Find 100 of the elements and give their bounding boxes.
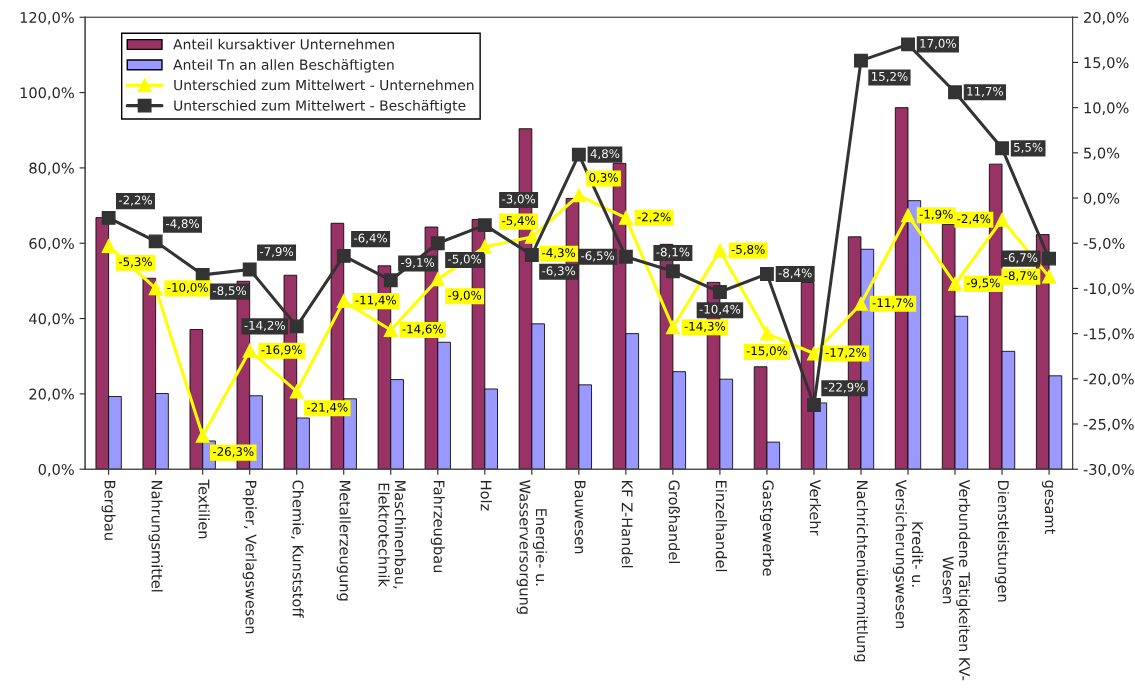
point	[665, 264, 680, 279]
x-tick-label: Einzelhandel	[715, 481, 727, 572]
x-tick-label: Holz	[480, 481, 492, 511]
point	[759, 326, 774, 341]
y2-tick-label: -25,0%	[1083, 418, 1134, 432]
x-tick-label: Fahrzeugbau	[430, 481, 445, 573]
point	[101, 210, 116, 225]
point	[854, 53, 868, 68]
legend-label: Anteil kursaktiver Unternehmen	[173, 38, 394, 50]
legend-label: Unterschied zum Mittelwert - Beschäftigte	[174, 99, 466, 114]
data-label: -9,1%	[401, 257, 435, 269]
data-label: -8,5%	[212, 286, 246, 297]
x-tick-label: Chemie, Kunststoff	[291, 480, 304, 618]
data-label: -10,4%	[699, 304, 741, 315]
data-label: -11,4%	[355, 295, 396, 306]
point	[148, 281, 163, 296]
y-tick-label: 60,0%	[29, 237, 74, 251]
y-tick-label: 40,0%	[29, 313, 74, 326]
data-label: -4,3%	[542, 248, 576, 259]
point	[1042, 269, 1057, 284]
y2-tick-label: -15,0%	[1083, 328, 1134, 341]
data-label: -8,4%	[778, 268, 812, 279]
x-tick-label: Nahrungsmittel	[148, 481, 163, 592]
x-tick-label: Verkehr	[809, 479, 822, 536]
point	[289, 319, 304, 334]
y2-tick-label: 15,0%	[1084, 57, 1129, 70]
data-label: -10,0%	[167, 282, 208, 294]
data-label: 17,0%	[920, 38, 956, 49]
x-tick-label: Großhandel	[668, 480, 680, 564]
data-label: -6,7%	[1004, 253, 1038, 264]
point	[571, 147, 586, 162]
point	[289, 384, 304, 399]
data-label: 5,5%	[1014, 142, 1043, 153]
data-label: -6,5%	[581, 251, 615, 262]
x-tick-label: Bauwesen	[574, 481, 586, 554]
data-label: -2,2%	[118, 195, 152, 206]
point	[948, 85, 962, 100]
y2-tick-label: 5,0%	[1084, 147, 1120, 161]
x-tick-label: Papier, Verlagswesen	[242, 481, 257, 634]
point	[759, 267, 774, 281]
y-tick-label: 80,0%	[29, 162, 74, 176]
y-tick-label: 0,0%	[38, 463, 74, 477]
data-label: -6,3%	[542, 266, 576, 277]
data-label: -22,9%	[824, 382, 865, 393]
data-label: 15,2%	[872, 71, 908, 83]
point	[383, 323, 398, 337]
data-label: 11,7%	[967, 86, 1003, 97]
y2-tick-label: -30,0%	[1083, 463, 1134, 477]
y2-tick-label: -5,0%	[1083, 237, 1125, 251]
data-label: -16,9%	[261, 345, 302, 356]
data-label: -4,8%	[165, 219, 199, 230]
data-label: -5,0%	[448, 254, 482, 265]
point	[524, 248, 539, 262]
x-tick-label: Maschinenbau, Elektrotechnik	[378, 481, 406, 589]
data-label: -5,4%	[502, 216, 536, 227]
data-label: -14,3%	[684, 321, 726, 332]
data-label: -8,7%	[1004, 271, 1038, 282]
x-tick-label: Kredit- u. Versicherungswesen	[892, 479, 924, 629]
y2-tick-label: -20,0%	[1083, 373, 1134, 387]
data-label: -9,0%	[448, 290, 482, 301]
y2-tick-label: 0,0%	[1083, 192, 1120, 206]
y-tick-label: 100,0%	[20, 87, 74, 100]
data-label: -26,3%	[212, 447, 254, 458]
point	[148, 234, 163, 249]
y2-tick-label: 10,0%	[1084, 102, 1129, 115]
x-tick-label: Gastgewerbe	[759, 480, 774, 576]
point	[618, 249, 633, 264]
data-label: -2,4%	[957, 214, 991, 225]
data-label: -11,7%	[872, 298, 914, 309]
x-tick-label: Nachrichtenübermittlung	[853, 481, 869, 662]
x-tick-label: Dienstleistungen	[994, 481, 1010, 602]
x-tick-label: Metallerzeugung	[336, 481, 351, 601]
point	[712, 243, 727, 258]
point	[995, 212, 1009, 227]
point	[807, 398, 821, 412]
x-tick-label: gesamt	[1042, 480, 1056, 534]
point	[995, 141, 1009, 156]
point	[242, 343, 257, 358]
point	[383, 273, 398, 288]
data-label: -9,5%	[966, 278, 1000, 289]
point	[854, 296, 868, 311]
data-label: -17,2%	[825, 348, 867, 359]
y-tick-label: 120,0%	[20, 11, 74, 25]
point	[901, 208, 915, 223]
x-tick-label: KF Z-Handel	[621, 481, 633, 568]
data-label: -3,0%	[502, 194, 536, 205]
x-tick-label: Bergbau	[101, 481, 116, 540]
data-label: -14,2%	[244, 320, 285, 332]
point	[712, 285, 727, 299]
data-label: -6,4%	[354, 233, 388, 244]
point	[618, 210, 633, 225]
point	[901, 37, 915, 52]
point	[101, 238, 116, 253]
point	[948, 276, 962, 291]
data-label: -5,8%	[731, 244, 765, 256]
data-label: -1,9%	[919, 209, 953, 220]
data-label: -15,0%	[746, 346, 788, 357]
data-label: -8,1%	[656, 247, 690, 258]
point	[477, 218, 492, 233]
data-label: -5,3%	[118, 257, 152, 268]
